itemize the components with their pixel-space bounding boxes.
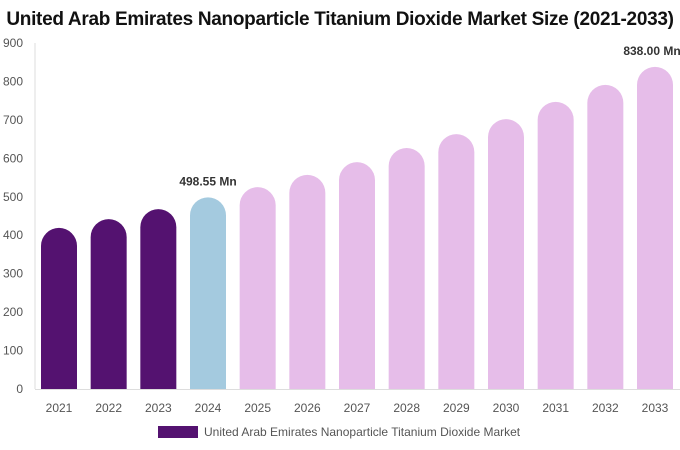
x-tick-label: 2031 [542, 401, 569, 415]
data-label-2033: 838.00 Mn [623, 44, 680, 58]
x-tick-label: 2028 [393, 401, 420, 415]
bar-2025 [239, 187, 276, 389]
legend: United Arab Emirates Nanoparticle Titani… [158, 425, 520, 439]
y-tick-label: 700 [3, 113, 23, 127]
x-tick-label: 2021 [46, 401, 73, 415]
bar-2024 [190, 197, 226, 389]
x-tick-label: 2030 [493, 401, 520, 415]
x-tick-label: 2029 [443, 401, 470, 415]
y-tick-label: 200 [3, 305, 23, 319]
y-tick-label: 300 [3, 267, 23, 281]
x-tick-label: 2023 [145, 401, 172, 415]
chart-title: United Arab Emirates Nanoparticle Titani… [6, 9, 674, 30]
y-tick-label: 500 [3, 190, 23, 204]
x-tick-label: 2033 [642, 401, 669, 415]
bar-2031 [537, 101, 574, 389]
x-tick-label: 2032 [592, 401, 619, 415]
bar-2033 [637, 66, 673, 389]
x-tick-label: 2025 [244, 401, 271, 415]
bar-2032 [587, 84, 624, 389]
y-tick-label: 0 [16, 382, 23, 396]
bar-2030 [488, 119, 524, 389]
x-tick-label: 2024 [195, 401, 222, 415]
data-label-2024: 498.55 Mn [179, 174, 236, 188]
y-tick-label: 400 [3, 228, 23, 242]
bar-2027 [339, 162, 375, 389]
x-tick-label: 2026 [294, 401, 321, 415]
bar-2026 [289, 174, 326, 389]
legend-swatch [158, 426, 198, 438]
bar-2029 [438, 134, 475, 389]
y-tick-label: 900 [3, 36, 23, 50]
bar-2023 [140, 209, 177, 389]
bar-2021 [41, 227, 77, 389]
bar-2022 [90, 219, 127, 389]
y-tick-label: 100 [3, 344, 23, 358]
y-tick-label: 800 [3, 74, 23, 88]
x-tick-label: 2027 [344, 401, 371, 415]
legend-label: United Arab Emirates Nanoparticle Titani… [204, 425, 521, 439]
x-tick-label: 2022 [95, 401, 122, 415]
y-tick-label: 600 [3, 151, 23, 165]
bar-2028 [388, 147, 425, 389]
